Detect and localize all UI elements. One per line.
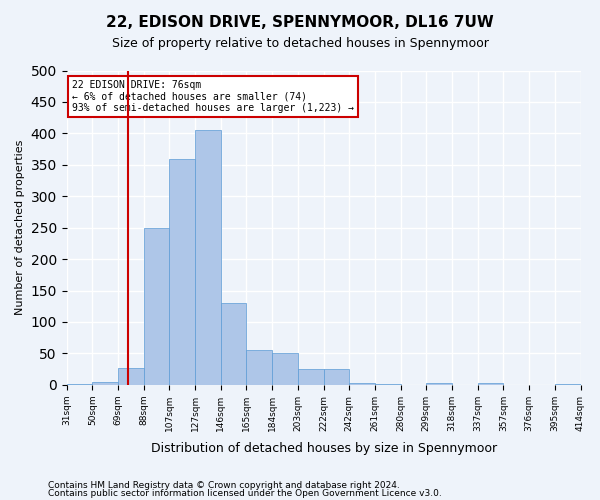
Text: Contains HM Land Registry data © Crown copyright and database right 2024.: Contains HM Land Registry data © Crown c… <box>48 481 400 490</box>
X-axis label: Distribution of detached houses by size in Spennymoor: Distribution of detached houses by size … <box>151 442 497 455</box>
Bar <box>118 368 144 385</box>
Bar <box>375 384 401 385</box>
Bar <box>169 158 195 385</box>
Bar <box>67 384 92 385</box>
Text: 22, EDISON DRIVE, SPENNYMOOR, DL16 7UW: 22, EDISON DRIVE, SPENNYMOOR, DL16 7UW <box>106 15 494 30</box>
Bar <box>221 303 247 385</box>
Bar <box>349 383 375 385</box>
Bar <box>195 130 221 385</box>
Bar <box>144 228 169 385</box>
Text: Size of property relative to detached houses in Spennymoor: Size of property relative to detached ho… <box>112 38 488 51</box>
Bar <box>555 384 581 385</box>
Y-axis label: Number of detached properties: Number of detached properties <box>15 140 25 316</box>
Bar <box>298 369 323 385</box>
Bar <box>247 350 272 385</box>
Bar <box>427 383 452 385</box>
Bar <box>323 369 349 385</box>
Bar <box>92 382 118 385</box>
Bar <box>478 383 503 385</box>
Text: 22 EDISON DRIVE: 76sqm
← 6% of detached houses are smaller (74)
93% of semi-deta: 22 EDISON DRIVE: 76sqm ← 6% of detached … <box>72 80 354 113</box>
Text: Contains public sector information licensed under the Open Government Licence v3: Contains public sector information licen… <box>48 488 442 498</box>
Bar <box>272 354 298 385</box>
